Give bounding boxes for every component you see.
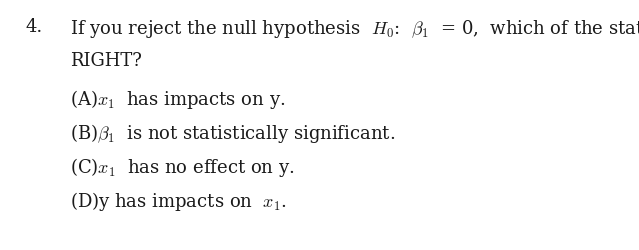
Text: RIGHT?: RIGHT? (70, 52, 142, 70)
Text: (B)$\beta_1$  is not statistically significant.: (B)$\beta_1$ is not statistically signif… (70, 122, 395, 144)
Text: (D)y has impacts on  $x_1$.: (D)y has impacts on $x_1$. (70, 189, 287, 212)
Text: If you reject the null hypothesis  $H_0$:  $\beta_1$  = 0,  which of the stateme: If you reject the null hypothesis $H_0$:… (70, 18, 639, 40)
Text: (C)$x_1$  has no effect on y.: (C)$x_1$ has no effect on y. (70, 156, 295, 178)
Text: (A)$x_1$  has impacts on y.: (A)$x_1$ has impacts on y. (70, 88, 286, 110)
Text: 4.: 4. (25, 18, 42, 36)
